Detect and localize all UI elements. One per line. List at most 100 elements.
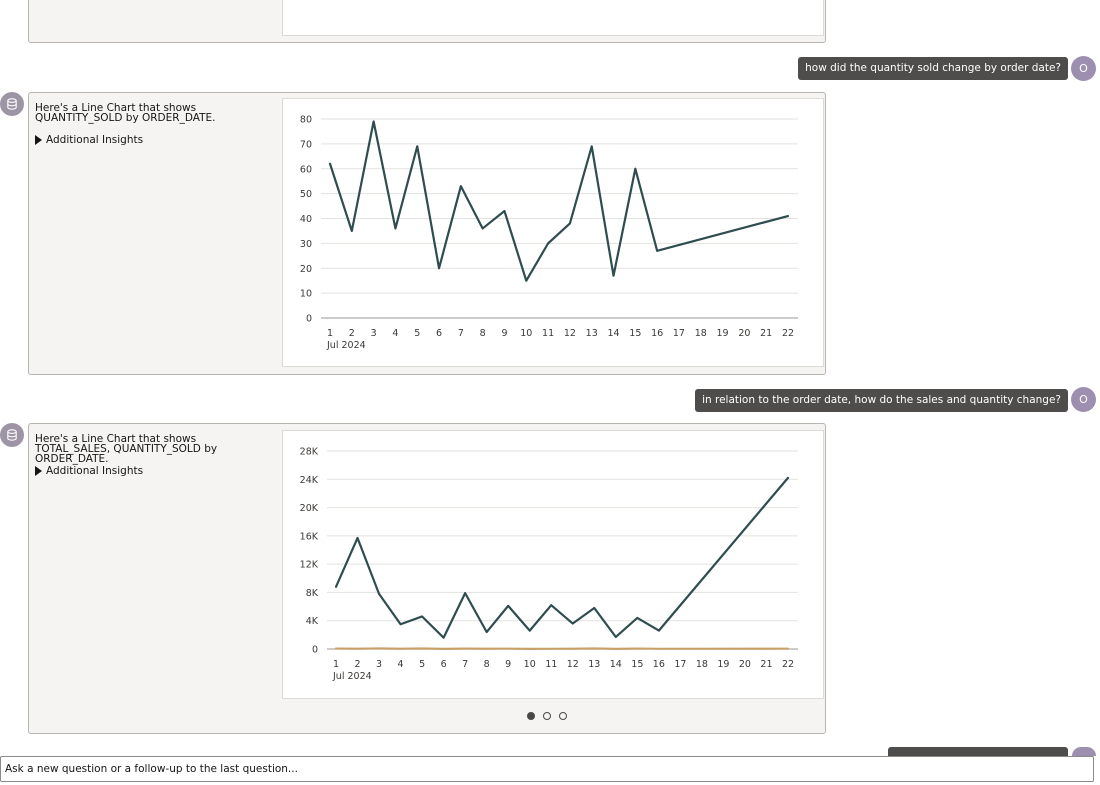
x-tick-label: 12 xyxy=(564,328,576,339)
x-tick-label: 5 xyxy=(414,328,420,339)
data-point[interactable] xyxy=(333,646,339,652)
x-tick-label: 7 xyxy=(462,659,468,670)
pagination-dot-3[interactable] xyxy=(559,712,567,720)
data-point[interactable] xyxy=(484,646,490,652)
data-point[interactable] xyxy=(591,646,597,652)
x-tick-label: 8 xyxy=(484,659,490,670)
data-point[interactable] xyxy=(355,535,361,541)
assistant-response-card: Here's a Line Chart that shows TOTAL_SAL… xyxy=(28,423,826,734)
data-point[interactable] xyxy=(654,248,660,254)
data-point[interactable] xyxy=(441,646,447,652)
data-point[interactable] xyxy=(458,183,464,189)
data-point[interactable] xyxy=(501,208,507,214)
previous-chart-panel xyxy=(282,0,824,36)
data-point[interactable] xyxy=(634,646,640,652)
x-tick-label: 5 xyxy=(419,659,425,670)
data-point[interactable] xyxy=(398,646,404,652)
data-point[interactable] xyxy=(785,475,791,481)
pagination-dot-1[interactable] xyxy=(527,712,535,720)
x-tick-label: 1 xyxy=(327,328,333,339)
data-point[interactable] xyxy=(785,646,791,652)
data-point[interactable] xyxy=(333,584,339,590)
x-tick-label: 16 xyxy=(653,659,665,670)
data-point[interactable] xyxy=(484,629,490,635)
data-point[interactable] xyxy=(656,646,662,652)
y-tick-label: 70 xyxy=(300,139,312,150)
y-tick-label: 0 xyxy=(312,645,318,656)
data-point[interactable] xyxy=(371,118,377,124)
data-point[interactable] xyxy=(436,265,442,271)
data-point[interactable] xyxy=(548,602,554,608)
data-point[interactable] xyxy=(355,646,361,652)
data-point[interactable] xyxy=(613,634,619,640)
y-tick-label: 8K xyxy=(306,588,319,599)
additional-insights-label: Additional Insights xyxy=(46,465,144,477)
ask-question-input[interactable] xyxy=(0,756,1094,782)
assistant-response-card: Here's a Line Chart that shows QUANTITY_… xyxy=(28,92,826,375)
y-tick-label: 20K xyxy=(300,503,319,514)
user-message-partial xyxy=(888,747,1068,756)
data-point[interactable] xyxy=(398,621,404,627)
data-point[interactable] xyxy=(480,225,486,231)
x-tick-label: 6 xyxy=(436,328,442,339)
x-tick-label: 12 xyxy=(567,659,579,670)
previous-response-card xyxy=(28,0,826,43)
database-icon xyxy=(0,423,24,447)
data-point[interactable] xyxy=(634,615,640,621)
data-point[interactable] xyxy=(527,646,533,652)
x-tick-label: 18 xyxy=(696,659,708,670)
data-point[interactable] xyxy=(545,240,551,246)
data-point[interactable] xyxy=(611,273,617,279)
x-tick-label: 6 xyxy=(441,659,447,670)
x-tick-label: 8 xyxy=(480,328,486,339)
y-tick-label: 30 xyxy=(300,239,312,250)
x-tick-label: 15 xyxy=(629,328,641,339)
data-point[interactable] xyxy=(441,635,447,641)
data-point[interactable] xyxy=(505,603,511,609)
data-point[interactable] xyxy=(632,166,638,172)
x-axis-sublabel: Jul 2024 xyxy=(332,671,372,682)
series-line-1 xyxy=(334,476,790,639)
data-point[interactable] xyxy=(656,628,662,634)
data-point[interactable] xyxy=(570,621,576,627)
additional-insights-toggle[interactable]: Additional Insights xyxy=(35,134,143,146)
data-point[interactable] xyxy=(570,646,576,652)
data-point[interactable] xyxy=(376,645,382,651)
chart-pagination xyxy=(527,712,567,720)
data-point[interactable] xyxy=(567,220,573,226)
user-avatar: O xyxy=(1071,387,1096,412)
x-tick-label: 14 xyxy=(607,328,619,339)
data-point[interactable] xyxy=(376,591,382,597)
x-tick-label: 20 xyxy=(738,328,750,339)
y-tick-label: 40 xyxy=(300,214,312,225)
y-tick-label: 24K xyxy=(300,475,319,486)
quantity-chart-panel: 0 10 20 30 40 50 60 70 80 1 2 3 4 5 6 7 8 9 10 11 12 13 14 15 16… xyxy=(282,98,824,367)
data-point[interactable] xyxy=(527,628,533,634)
x-tick-label: 14 xyxy=(610,659,622,670)
data-point[interactable] xyxy=(349,228,355,234)
data-point[interactable] xyxy=(462,590,468,596)
data-point[interactable] xyxy=(505,646,511,652)
x-tick-label: 21 xyxy=(760,328,772,339)
y-tick-label: 0 xyxy=(306,314,312,325)
data-point[interactable] xyxy=(327,161,333,167)
x-tick-label: 19 xyxy=(717,659,729,670)
data-point[interactable] xyxy=(392,225,398,231)
data-point[interactable] xyxy=(589,143,595,149)
data-point[interactable] xyxy=(785,213,791,219)
pagination-dot-2[interactable] xyxy=(543,712,551,720)
data-point[interactable] xyxy=(419,613,425,619)
data-point[interactable] xyxy=(462,646,468,652)
x-tick-label: 17 xyxy=(673,328,685,339)
data-point[interactable] xyxy=(591,605,597,611)
additional-insights-toggle[interactable]: Additional Insights xyxy=(35,465,143,477)
data-point[interactable] xyxy=(419,646,425,652)
user-avatar: O xyxy=(1071,56,1096,81)
data-point[interactable] xyxy=(613,646,619,652)
data-point[interactable] xyxy=(414,143,420,149)
x-tick-label: 4 xyxy=(392,328,398,339)
data-point[interactable] xyxy=(548,646,554,652)
triangle-right-icon xyxy=(35,466,42,476)
data-point[interactable] xyxy=(523,278,529,284)
